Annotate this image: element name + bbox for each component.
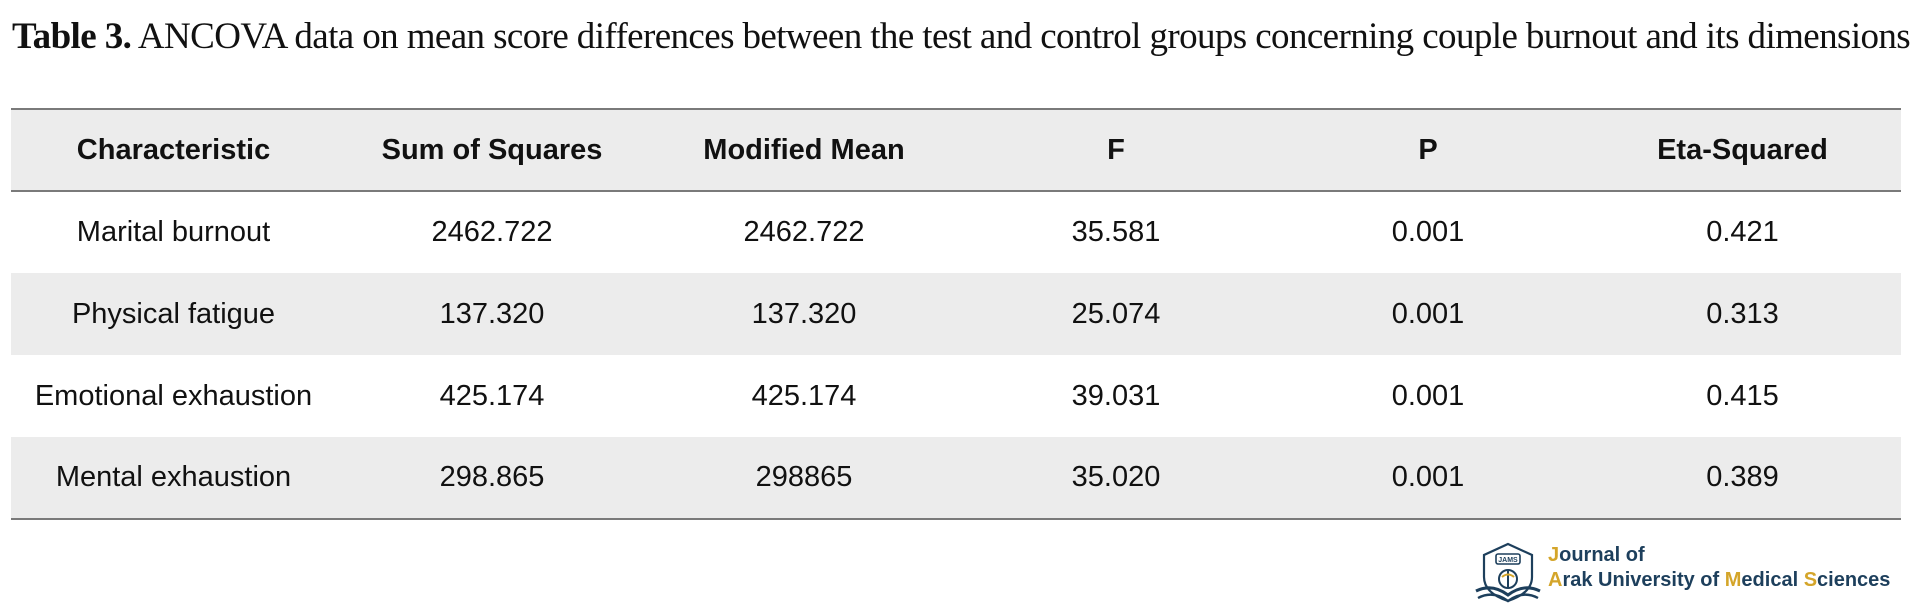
cell-characteristic: Physical fatigue bbox=[71, 297, 276, 330]
journal-wordmark-line2: Arak University of Medical Sciences bbox=[1548, 569, 1891, 591]
cell-sum-of-squares: 298.865 bbox=[336, 437, 648, 520]
header-characteristic: Characteristic bbox=[11, 108, 336, 192]
cell-characteristic: Emotional exhaustion bbox=[34, 379, 313, 412]
cell-eta-squared: 0.415 bbox=[1706, 379, 1779, 412]
cell-p: 0.001 bbox=[1391, 216, 1465, 248]
cell-f: 25.074 bbox=[1071, 297, 1161, 330]
table-row: Physical fatigue 137.320 137.320 25.074 … bbox=[11, 273, 1901, 355]
cell-modified-mean: 137.320 bbox=[751, 297, 857, 330]
ancova-table-container: Characteristic Sum of Squares Modified M… bbox=[11, 108, 1901, 520]
cell-p: 0.001 bbox=[1272, 437, 1584, 520]
cell-p: 0.001 bbox=[1391, 379, 1465, 412]
cell-modified-mean: 298865 bbox=[648, 437, 960, 520]
table-header-row: Characteristic Sum of Squares Modified M… bbox=[11, 108, 1901, 192]
cell-p: 0.001 bbox=[1391, 297, 1465, 330]
journal-logo: JAMS Journal of Arak University of Medic… bbox=[1472, 541, 1902, 607]
cell-eta-squared: 0.421 bbox=[1706, 216, 1779, 248]
table-row: Emotional exhaustion 425.174 425.174 39.… bbox=[11, 355, 1901, 437]
cell-sum-of-squares: 425.174 bbox=[439, 379, 545, 412]
cell-modified-mean: 425.174 bbox=[751, 379, 857, 412]
cell-f: 39.031 bbox=[1071, 379, 1161, 412]
cell-sum-of-squares: 137.320 bbox=[439, 297, 545, 330]
table-caption-text: ANCOVA data on mean score differences be… bbox=[131, 16, 1911, 57]
header-eta-squared: Eta-Squared bbox=[1584, 108, 1901, 192]
header-modified-mean: Modified Mean bbox=[648, 108, 960, 192]
cell-characteristic: Marital burnout bbox=[76, 216, 271, 248]
header-f: F bbox=[960, 108, 1272, 192]
cell-f: 35.020 bbox=[960, 437, 1272, 520]
cell-sum-of-squares: 2462.722 bbox=[431, 216, 553, 248]
svg-text:JAMS: JAMS bbox=[1498, 557, 1518, 564]
cell-eta-squared: 0.313 bbox=[1706, 297, 1779, 330]
journal-wordmark: Journal of Arak University of Medical Sc… bbox=[1548, 543, 1890, 593]
cell-characteristic: Mental exhaustion bbox=[11, 437, 336, 520]
ancova-table: Characteristic Sum of Squares Modified M… bbox=[11, 108, 1901, 520]
table-row: Mental exhaustion 298.865 298865 35.020 … bbox=[11, 437, 1901, 520]
journal-wordmark-line1: Journal of bbox=[1548, 544, 1645, 566]
table-row: Marital burnout 2462.722 2462.722 35.581… bbox=[11, 191, 1901, 273]
header-p: P bbox=[1272, 108, 1584, 192]
table-caption: Table 3. ANCOVA data on mean score diffe… bbox=[12, 12, 1911, 62]
cell-eta-squared: 0.389 bbox=[1584, 437, 1901, 520]
cell-f: 35.581 bbox=[1071, 216, 1161, 248]
cell-modified-mean: 2462.722 bbox=[743, 216, 865, 248]
header-sum-of-squares: Sum of Squares bbox=[336, 108, 648, 192]
journal-seal-icon: JAMS bbox=[1475, 542, 1541, 603]
table-caption-label: Table 3. bbox=[12, 16, 132, 57]
